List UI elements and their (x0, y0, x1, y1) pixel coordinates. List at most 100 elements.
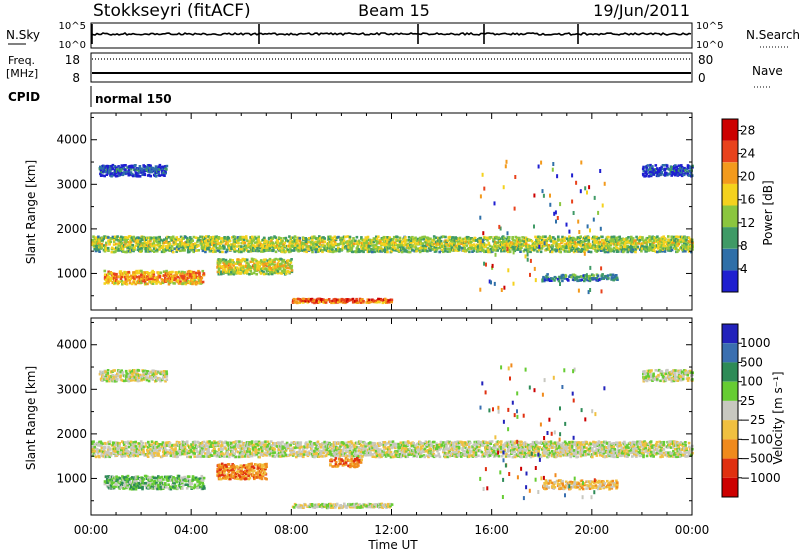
velocity-cell-0-51-1 (149, 452, 152, 455)
power-cell-2-32-0 (252, 271, 256, 275)
power-cell-0-321-3 (456, 244, 460, 248)
velocity-cell-0-91-3 (195, 448, 198, 451)
power-cell-0-423-3 (573, 244, 576, 247)
power-cell-0-368-3 (510, 244, 513, 248)
power-cell-1-15-3 (120, 275, 124, 279)
power-cell-0-429-7 (579, 235, 582, 238)
power-noise-60 (571, 173, 574, 178)
power-cell-0-12-3 (104, 243, 108, 246)
power-cell-2-22-1 (241, 269, 245, 272)
velocity-cell-0-35-2 (131, 451, 134, 455)
power-cell-0-78-7 (179, 235, 183, 239)
power-cell-0-525-5 (689, 240, 692, 244)
power-cell-1-57-0 (168, 281, 172, 284)
power-cell-0-415-3 (563, 244, 567, 248)
power-cell-0-16-5 (109, 240, 112, 244)
power-cell-0-111-0 (217, 249, 220, 253)
power-cell-1-33-1 (141, 279, 145, 283)
power-cell-2-14-1 (232, 270, 235, 274)
power-cell-0-228-5 (350, 239, 354, 243)
power-cell-1-47-5 (157, 273, 160, 277)
power-cell-6-2-0 (644, 174, 648, 178)
power-cell-0-381-4 (524, 242, 528, 246)
power-cell-0-5-1 (96, 247, 100, 251)
power-colorbar-segment-6 (722, 140, 738, 163)
velocity-cell-0-164-2 (277, 451, 281, 455)
power-cell-0-308-0 (441, 250, 445, 254)
power-cell-4-65-0 (616, 278, 619, 281)
power-cell-5-2-4 (101, 166, 104, 170)
power-cell-0-275-7 (404, 236, 407, 239)
power-cell-0-134-4 (243, 241, 247, 245)
power-cell-2-2-6 (218, 261, 222, 264)
power-cell-0-444-1 (596, 247, 600, 250)
velocity-cell-0-186-1 (302, 453, 306, 456)
velocity-cell-0-193-1 (310, 452, 314, 456)
power-cell-2-53-0 (276, 271, 280, 275)
power-cell-0-278-6 (408, 238, 411, 242)
power-cell-0-139-3 (249, 244, 253, 248)
power-cell-2-32-7 (252, 258, 256, 261)
power-cell-0-302-7 (435, 236, 438, 239)
velocity-cell-0-138-4 (248, 447, 251, 451)
velocity-cell-0-167-4 (281, 447, 284, 451)
power-cell-0-101-1 (206, 247, 209, 251)
power-cell-2-40-5 (262, 262, 265, 265)
power-cell-5-27-5 (129, 164, 133, 168)
power-cell-0-112-3 (218, 244, 222, 248)
power-noise-79 (541, 278, 544, 283)
power-cell-0-485-2 (643, 245, 646, 249)
power-cell-0-250-4 (375, 242, 379, 245)
power-cell-2-39-1 (260, 269, 264, 272)
power-cell-0-302-2 (434, 245, 438, 249)
power-cell-0-154-2 (266, 246, 269, 249)
velocity-cell-0-204-0 (323, 454, 326, 458)
power-cell-1-26-2 (133, 278, 136, 282)
power-cell-0-123-7 (231, 236, 234, 239)
power-cell-0-499-5 (659, 239, 662, 243)
velocity-cell-0-12-1 (105, 452, 108, 456)
power-cell-0-384-2 (528, 245, 531, 248)
power-cell-0-159-1 (272, 248, 275, 252)
power-cell-0-404-0 (550, 250, 554, 254)
power-noise-58 (491, 263, 494, 268)
velocity-cell-0-130-3 (239, 448, 242, 452)
power-colorbar-tick-label-0: 4 (740, 262, 748, 276)
power-cell-2-33-2 (253, 268, 257, 271)
power-cell-6-16-5 (660, 165, 663, 169)
velocity-cell-0-132-2 (241, 451, 244, 454)
power-noise-3 (481, 172, 484, 177)
velocity-cell-0-110-2 (216, 451, 219, 455)
power-cell-0-339-5 (477, 240, 480, 243)
power-cell-0-522-6 (685, 238, 688, 242)
power-cell-0-290-0 (421, 249, 424, 253)
power-noise-8 (583, 251, 586, 256)
power-cell-0-83-2 (185, 245, 189, 249)
power-noise-63 (568, 229, 571, 234)
velocity-cell-0-177-2 (292, 450, 296, 453)
power-cell-0-496-7 (656, 235, 659, 238)
power-cell-1-39-5 (147, 272, 151, 275)
velocity-cell-0-16-0 (109, 454, 113, 457)
power-cell-0-165-7 (279, 237, 282, 240)
power-cell-6-19-0 (663, 174, 667, 177)
power-cell-0-47-0 (144, 250, 148, 253)
velocity-cell-0-5-3 (97, 448, 100, 452)
power-cell-2-20-5 (239, 262, 242, 266)
power-cell-2-64-6 (289, 261, 293, 264)
power-cell-3-1-1 (292, 299, 296, 303)
power-cell-0-479-6 (636, 238, 640, 241)
power-cell-1-41-2 (150, 277, 153, 281)
power-cell-0-120-3 (228, 244, 231, 247)
power-noise-66 (554, 210, 557, 215)
velocity-cell-0-112-5 (218, 444, 222, 447)
station-title: Stokkseyri (fitACF) (93, 1, 251, 21)
power-cell-0-409-0 (556, 249, 560, 252)
power-cell-3-9-1 (301, 299, 305, 302)
power-cell-2-18-2 (236, 268, 240, 272)
power-cell-5-35-0 (138, 175, 142, 178)
power-cell-1-3-3 (107, 275, 110, 279)
power-cell-2-27-4 (247, 264, 250, 268)
power-cell-2-31-6 (251, 260, 255, 263)
power-cell-0-264-2 (391, 245, 395, 249)
